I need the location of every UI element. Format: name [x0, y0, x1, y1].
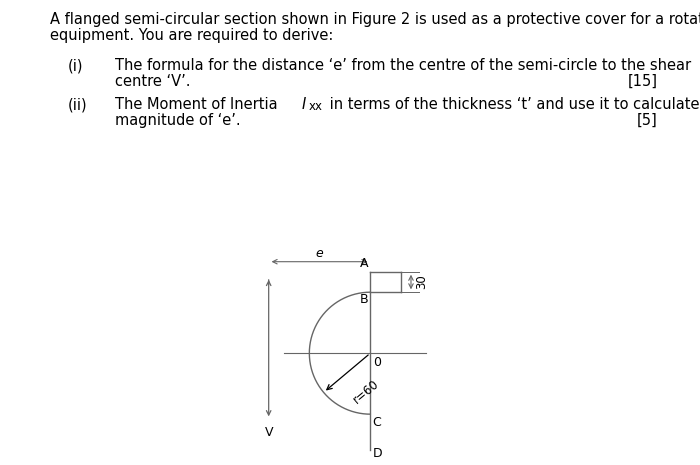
Text: C: C: [372, 416, 381, 429]
Text: e: e: [316, 246, 323, 259]
Text: [15]: [15]: [628, 74, 658, 89]
Text: [5]: [5]: [637, 113, 658, 128]
Text: magnitude of ‘e’.: magnitude of ‘e’.: [115, 113, 241, 128]
Text: centre ‘V’.: centre ‘V’.: [115, 74, 190, 89]
Text: (i): (i): [68, 58, 83, 73]
Text: A: A: [360, 257, 368, 270]
Text: (ii): (ii): [68, 97, 88, 112]
Text: A flanged semi-circular section shown in Figure 2 is used as a protective cover : A flanged semi-circular section shown in…: [50, 12, 700, 27]
Text: r=60: r=60: [350, 378, 382, 407]
Text: V: V: [265, 426, 273, 439]
Text: The formula for the distance ‘e’ from the centre of the semi-circle to the shear: The formula for the distance ‘e’ from th…: [115, 58, 691, 73]
Text: 0: 0: [373, 356, 382, 369]
Text: B: B: [360, 293, 368, 306]
Text: I: I: [302, 97, 307, 112]
Text: equipment. You are required to derive:: equipment. You are required to derive:: [50, 28, 333, 43]
Text: in terms of the thickness ‘t’ and use it to calculate the: in terms of the thickness ‘t’ and use it…: [325, 97, 700, 112]
Text: xx: xx: [309, 100, 323, 113]
Text: D: D: [372, 447, 382, 460]
Text: The Moment of Inertia: The Moment of Inertia: [115, 97, 282, 112]
Text: 30: 30: [415, 275, 428, 289]
